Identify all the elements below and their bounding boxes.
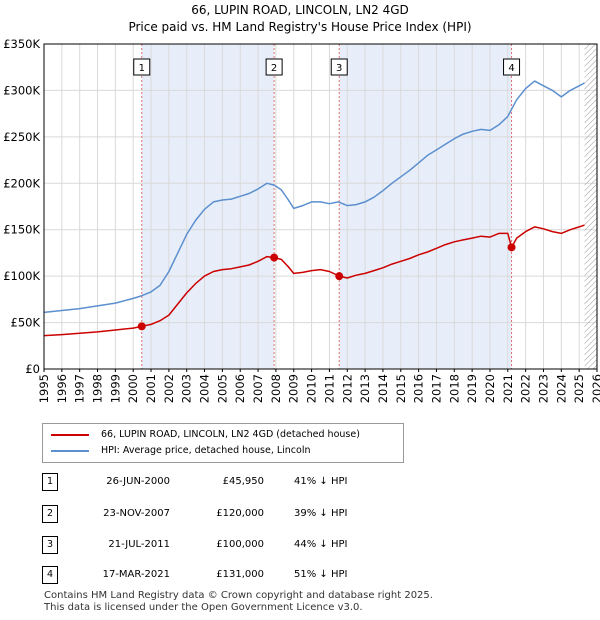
transaction-date: 26-JUN-2000	[106, 476, 170, 487]
x-tick-label: 2005	[215, 374, 229, 403]
x-tick-label: 2010	[305, 374, 319, 403]
x-tick-label: 2011	[322, 374, 336, 403]
legend-item-hpi: HPI: Average price, detached house, Linc…	[51, 444, 311, 458]
x-tick-label: 2015	[394, 374, 408, 403]
sale-point	[137, 322, 146, 331]
y-tick-label: £100K	[3, 269, 40, 283]
sale-point	[270, 253, 279, 262]
transaction-price: £131,000	[216, 569, 264, 580]
chart-title: 66, LUPIN ROAD, LINCOLN, LN2 4GD	[191, 3, 409, 17]
sale-label-box	[133, 58, 151, 76]
x-tick-label: 2006	[233, 374, 247, 403]
x-tick-label: 2022	[519, 374, 533, 403]
transaction-date: 17-MAR-2021	[102, 569, 170, 580]
footer-copyright: Contains HM Land Registry data © Crown c…	[44, 590, 433, 601]
x-tick-label: 2021	[501, 374, 515, 403]
x-tick-label: 2019	[465, 374, 479, 403]
transaction-hpi-diff: 41% ↓ HPI	[294, 476, 348, 487]
transaction-hpi-diff: 51% ↓ HPI	[294, 569, 348, 580]
x-tick-label: 2009	[287, 374, 301, 403]
y-tick-label: £50K	[11, 316, 41, 330]
transaction-number: 4	[42, 566, 58, 584]
x-tick-label: 2017	[429, 374, 443, 403]
x-tick-label: 2020	[483, 374, 497, 403]
transaction-price: £100,000	[216, 539, 264, 550]
y-tick-label: £300K	[3, 83, 40, 97]
transaction-price: £45,950	[222, 476, 264, 487]
transaction-hpi-diff: 39% ↓ HPI	[294, 508, 348, 519]
legend-item-property: 66, LUPIN ROAD, LINCOLN, LN2 4GD (detach…	[51, 428, 360, 442]
x-tick-label: 1997	[73, 374, 87, 403]
y-tick-label: £0	[25, 362, 40, 376]
x-tick-label: 1999	[108, 374, 122, 403]
transaction-date: 21-JUL-2011	[108, 539, 170, 550]
x-tick-label: 2014	[376, 374, 390, 403]
x-tick-label: 2007	[251, 374, 265, 403]
sale-label: 4	[508, 63, 514, 74]
sale-point	[335, 272, 344, 281]
x-tick-label: 2004	[198, 374, 212, 403]
legend-swatch-property	[51, 433, 89, 436]
sale-label-box	[330, 58, 348, 76]
ownership-shade	[339, 44, 512, 369]
x-tick-label: 2013	[358, 374, 372, 403]
sale-label-box	[503, 58, 521, 76]
x-tick-label: 2001	[144, 374, 158, 403]
x-tick-label: 2002	[162, 374, 176, 403]
x-tick-label: 2000	[126, 374, 140, 403]
x-tick-label: 2003	[180, 374, 194, 403]
x-tick-label: 2023	[536, 374, 550, 403]
price-chart: 1 2 3 4 £0 £50K £100K £150K £200K £250K £300K £350…	[3, 37, 600, 403]
forecast-hatch	[584, 44, 597, 369]
hpi-line	[43, 80, 585, 314]
legend-label-hpi: HPI: Average price, detached house, Linc…	[101, 445, 311, 456]
x-tick-label: 1996	[55, 374, 69, 403]
footer-licence: This data is licensed under the Open Gov…	[44, 602, 363, 613]
legend-swatch-hpi	[51, 449, 89, 452]
y-tick-label: £350K	[3, 37, 40, 51]
y-tick-label: £200K	[3, 176, 40, 190]
plot-frame	[43, 43, 598, 370]
legend-label-property: 66, LUPIN ROAD, LINCOLN, LN2 4GD (detach…	[101, 429, 360, 440]
legend: 66, LUPIN ROAD, LINCOLN, LN2 4GD (detach…	[42, 423, 404, 463]
y-tick-label: £250K	[3, 130, 40, 144]
y-tick-label: £150K	[3, 223, 40, 237]
transaction-number: 2	[42, 505, 58, 523]
x-tick-label: 1995	[37, 374, 51, 403]
transaction-price: £120,000	[216, 508, 264, 519]
chart-subtitle: Price paid vs. HM Land Registry's House …	[128, 20, 472, 34]
sale-label: 2	[271, 63, 277, 74]
sale-label: 1	[139, 63, 145, 74]
x-tick-label: 2025	[572, 374, 586, 403]
transaction-number: 1	[42, 473, 58, 491]
x-tick-label: 2026	[590, 374, 600, 403]
transaction-date: 23-NOV-2007	[103, 508, 170, 519]
x-tick-label: 2024	[554, 374, 568, 403]
x-tick-label: 2018	[447, 374, 461, 403]
sale-point	[507, 243, 516, 252]
sale-label: 3	[336, 63, 342, 74]
transaction-hpi-diff: 44% ↓ HPI	[294, 539, 348, 550]
x-tick-label: 2016	[412, 374, 426, 403]
transaction-number: 3	[42, 536, 58, 554]
x-tick-label: 2012	[340, 374, 354, 403]
x-tick-label: 1998	[91, 374, 105, 403]
sale-label-box	[265, 58, 283, 76]
x-tick-label: 2008	[269, 374, 283, 403]
